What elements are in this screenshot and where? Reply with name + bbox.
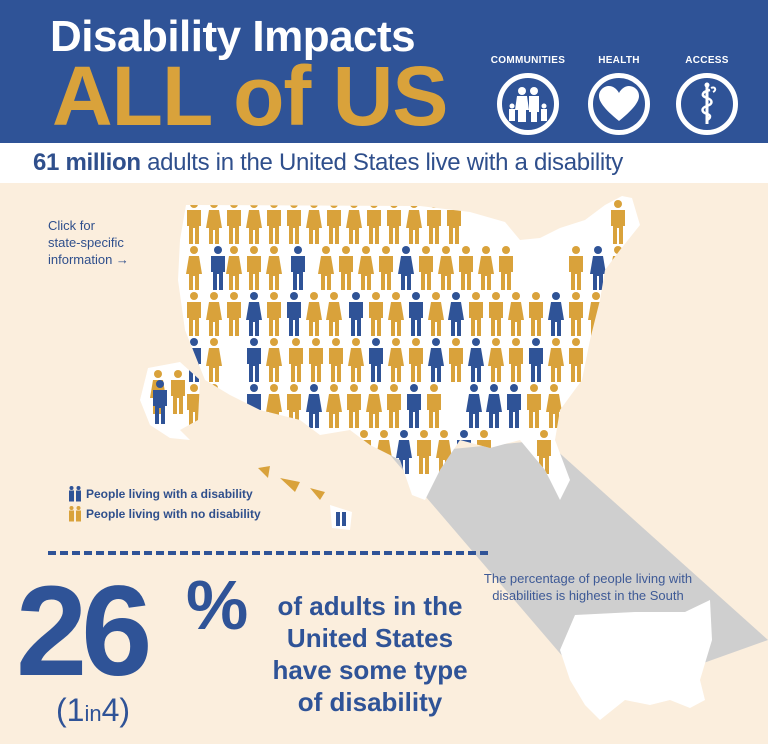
legend-label: People living with a disability <box>86 487 253 501</box>
badge-label: HEALTH <box>598 55 640 66</box>
legend-item-no-disability: People living with no disability <box>68 504 261 524</box>
family-icon <box>497 73 559 135</box>
people-icon <box>69 506 81 522</box>
caduceus-icon <box>676 73 738 135</box>
ratio-open: (1 <box>56 692 85 728</box>
badge-label: COMMUNITIES <box>490 55 566 66</box>
heart-icon <box>588 73 650 135</box>
badge-access: ACCESS <box>657 55 757 135</box>
legend-item-disability: People living with a disability <box>68 484 261 504</box>
divider <box>48 551 488 555</box>
badge-health: HEALTH <box>569 55 669 135</box>
south-note: The percentage of people living with dis… <box>483 571 693 603</box>
subtitle-highlight: 61 million <box>33 149 141 176</box>
stat-description: of adults in the United States have some… <box>272 591 468 717</box>
link-line: Click for <box>48 218 95 233</box>
title-line2: ALL of US <box>52 49 448 143</box>
us-map[interactable] <box>0 190 768 744</box>
stat-ratio: (1in4) <box>56 694 130 726</box>
link-line: information → <box>48 252 129 267</box>
link-line: state-specific <box>48 235 124 250</box>
legend-label: People living with no disability <box>86 507 261 521</box>
south-region-map <box>560 600 712 720</box>
subtitle-bar: 61 million adults in the United States l… <box>0 143 768 183</box>
header-banner: Disability Impacts ALL of US COMMUNITIES… <box>0 0 768 143</box>
ratio-in: in <box>84 701 102 726</box>
map-legend: People living with a disability People l… <box>68 484 261 524</box>
ratio-close: 4) <box>101 692 131 728</box>
subtitle: 61 million adults in the United States l… <box>33 149 623 177</box>
subtitle-text: adults in the United States live with a … <box>140 149 623 176</box>
title-line1: Disability Impacts <box>50 12 416 61</box>
badge-label: ACCESS <box>685 55 729 66</box>
stat-value: 26 <box>16 560 152 703</box>
badge-communities: COMMUNITIES <box>478 55 578 135</box>
stat-unit: % <box>186 566 249 644</box>
state-info-link[interactable]: Click for state-specific information → <box>48 217 129 268</box>
people-icon <box>69 486 81 502</box>
